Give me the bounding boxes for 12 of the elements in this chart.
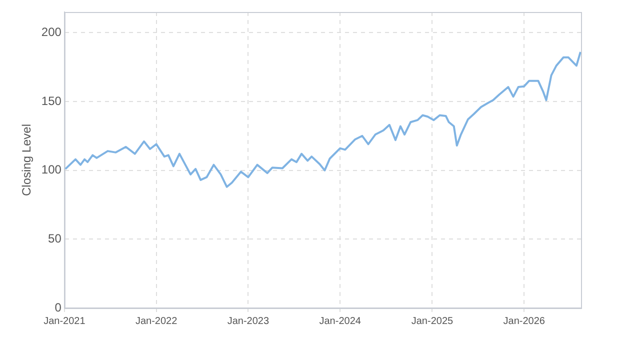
y-tick-label: 100 xyxy=(41,162,62,177)
y-axis-title: Closing Level xyxy=(20,124,34,196)
x-tick-label: Jan-2023 xyxy=(227,316,270,327)
y-tick-label: 150 xyxy=(41,94,62,108)
y-tick-label: 0 xyxy=(54,300,62,314)
x-tick-label: Jan-2022 xyxy=(135,316,178,327)
x-tick-label: Jan-2024 xyxy=(319,316,362,327)
x-tick-label: Jan-2026 xyxy=(503,316,546,327)
x-tick-label: Jan-2021 xyxy=(44,316,86,327)
y-tick-label: 200 xyxy=(41,24,62,39)
y-tick-label: 50 xyxy=(48,231,62,246)
x-tick-label: Jan-2025 xyxy=(411,316,454,327)
